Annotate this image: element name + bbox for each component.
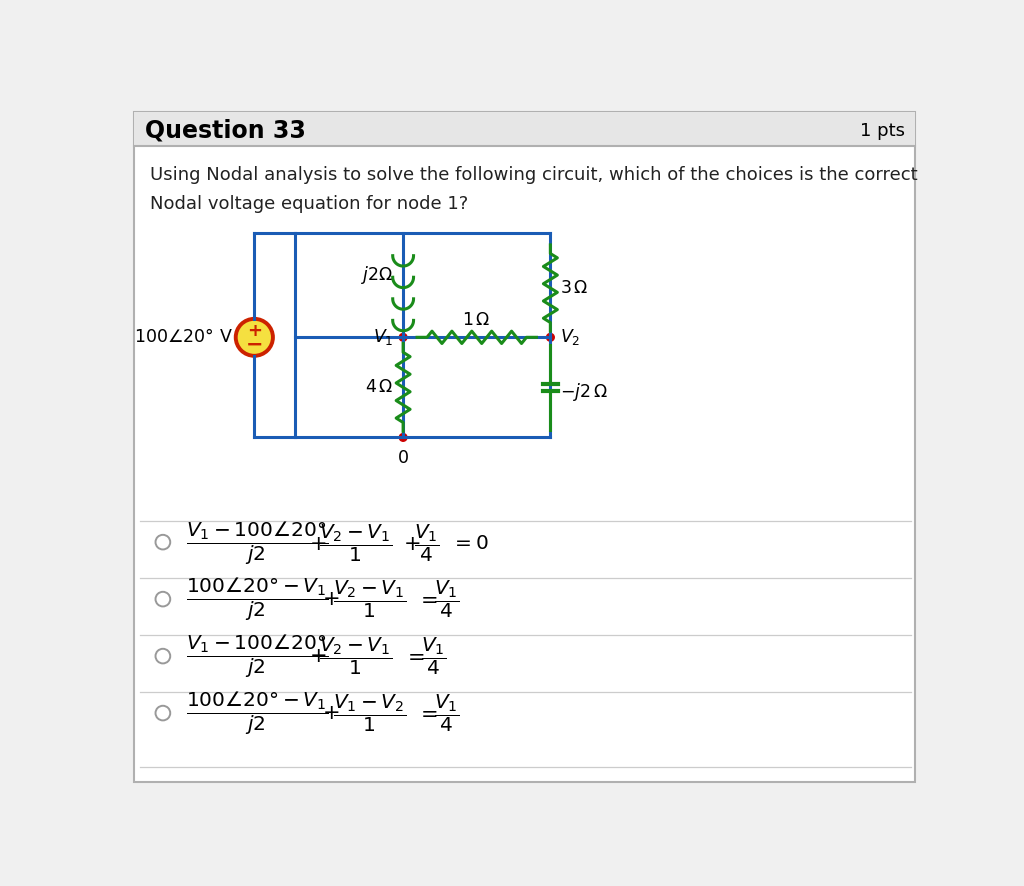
Bar bbox=[134, 113, 915, 146]
Text: $\dfrac{V_1}{4}$: $\dfrac{V_1}{4}$ bbox=[434, 692, 460, 734]
Text: $=$: $=$ bbox=[403, 646, 425, 666]
Text: Using Nodal analysis to solve the following circuit, which of the choices is the: Using Nodal analysis to solve the follow… bbox=[150, 167, 918, 213]
Text: $\dfrac{V_1-100\angle 20°}{j2}$: $\dfrac{V_1-100\angle 20°}{j2}$ bbox=[186, 633, 329, 680]
Text: −: − bbox=[246, 334, 263, 354]
Text: $=$: $=$ bbox=[417, 703, 437, 723]
Text: $+$: $+$ bbox=[403, 533, 421, 554]
Text: $+$: $+$ bbox=[308, 533, 326, 554]
Circle shape bbox=[399, 333, 407, 341]
Circle shape bbox=[399, 433, 407, 441]
Text: $+$: $+$ bbox=[322, 703, 339, 723]
Circle shape bbox=[236, 319, 273, 356]
Text: $+$: $+$ bbox=[308, 646, 326, 666]
Text: $\dfrac{V_1-V_2}{1}$: $\dfrac{V_1-V_2}{1}$ bbox=[333, 692, 406, 734]
Text: $-j2\,\Omega$: $-j2\,\Omega$ bbox=[560, 381, 607, 402]
Text: $\dfrac{V_2-V_1}{1}$: $\dfrac{V_2-V_1}{1}$ bbox=[319, 523, 392, 564]
Text: $100\angle 20°\ \mathrm{V}$: $100\angle 20°\ \mathrm{V}$ bbox=[134, 329, 232, 346]
Text: $=$: $=$ bbox=[417, 589, 437, 609]
Text: $V_2$: $V_2$ bbox=[560, 327, 580, 347]
Text: Question 33: Question 33 bbox=[145, 119, 306, 143]
Text: $j2\Omega$: $j2\Omega$ bbox=[361, 264, 394, 286]
Text: $\dfrac{V_2-V_1}{1}$: $\dfrac{V_2-V_1}{1}$ bbox=[319, 635, 392, 677]
Text: $\dfrac{100\angle 20°-V_1}{j2}$: $\dfrac{100\angle 20°-V_1}{j2}$ bbox=[186, 689, 329, 737]
Text: $\dfrac{V_1-100\angle 20°}{j2}$: $\dfrac{V_1-100\angle 20°}{j2}$ bbox=[186, 520, 329, 567]
FancyBboxPatch shape bbox=[134, 113, 915, 782]
Text: $\dfrac{V_1}{4}$: $\dfrac{V_1}{4}$ bbox=[414, 523, 439, 564]
Text: $\dfrac{V_1}{4}$: $\dfrac{V_1}{4}$ bbox=[421, 635, 446, 677]
Circle shape bbox=[547, 333, 554, 341]
Text: $= 0$: $= 0$ bbox=[452, 534, 489, 553]
Text: $0$: $0$ bbox=[397, 450, 409, 467]
Text: $3\,\Omega$: $3\,\Omega$ bbox=[560, 280, 588, 297]
Text: 1 pts: 1 pts bbox=[859, 122, 904, 140]
Text: $\dfrac{100\angle 20°-V_1}{j2}$: $\dfrac{100\angle 20°-V_1}{j2}$ bbox=[186, 575, 329, 623]
Text: $\dfrac{V_2-V_1}{1}$: $\dfrac{V_2-V_1}{1}$ bbox=[333, 579, 406, 620]
Text: $4\,\Omega$: $4\,\Omega$ bbox=[366, 379, 394, 396]
Text: +: + bbox=[247, 323, 262, 340]
Text: $+$: $+$ bbox=[322, 589, 339, 609]
Text: $\dfrac{V_1}{4}$: $\dfrac{V_1}{4}$ bbox=[434, 579, 460, 620]
Text: $V_1$: $V_1$ bbox=[374, 327, 394, 347]
Text: $1\,\Omega$: $1\,\Omega$ bbox=[463, 312, 490, 329]
